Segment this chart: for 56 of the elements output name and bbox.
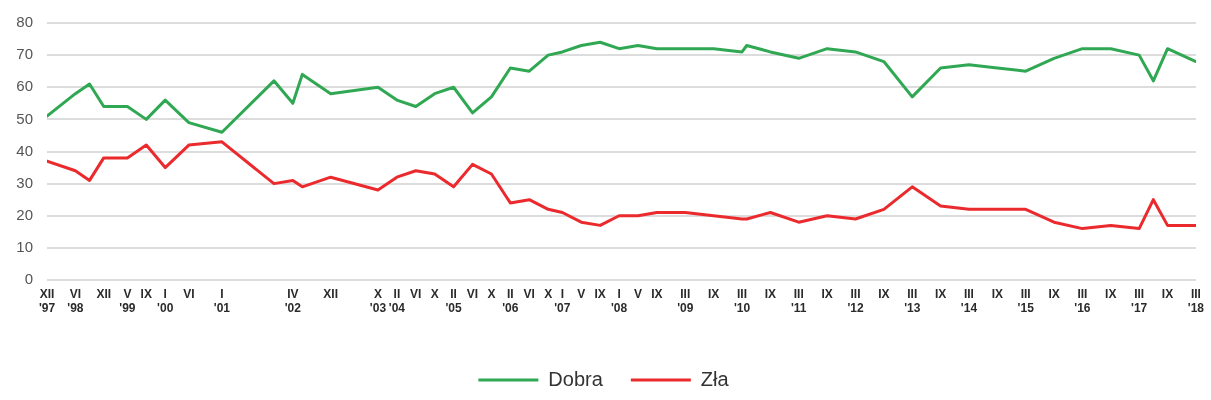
- x-tick-label: IX: [764, 286, 777, 301]
- y-tick-label: 80: [16, 13, 33, 31]
- x-tick-label: VI: [523, 286, 535, 301]
- x-tick-label: II '05: [445, 286, 463, 315]
- x-tick-label: VI: [466, 286, 479, 301]
- x-tick-label: V: [633, 286, 643, 301]
- x-tick-label: IX: [878, 286, 890, 301]
- x-tick-label: IX: [1161, 286, 1174, 301]
- x-tick-label: IX: [821, 286, 833, 301]
- x-tick-label: III '15: [1017, 286, 1035, 315]
- x-tick-label: X: [487, 286, 496, 301]
- x-tick-label: X '03: [369, 286, 387, 315]
- x-tick-label: IX: [991, 286, 1003, 301]
- x-tick-label: IX: [707, 286, 720, 301]
- y-tick-label: 60: [16, 77, 33, 95]
- x-tick-label: VI: [410, 286, 422, 301]
- x-tick-label: III '14: [960, 286, 978, 315]
- x-tick-label: VI '98: [67, 286, 84, 315]
- x-tick-label: IX: [1048, 286, 1060, 301]
- x-tick-label: IX: [1105, 286, 1117, 301]
- x-tick-label: III '18: [1187, 286, 1205, 315]
- x-tick-label: II '04: [388, 286, 406, 315]
- legend-label: Dobra: [548, 367, 604, 390]
- x-tick-label: III '12: [847, 286, 864, 315]
- x-tick-label: I '07: [554, 286, 571, 315]
- x-tick-label: III '10: [733, 286, 751, 315]
- x-tick-label: III '11: [790, 286, 807, 315]
- x-tick-label: III '13: [904, 286, 921, 315]
- legend-label: Zła: [700, 367, 730, 390]
- x-tick-label: II '06: [502, 286, 519, 315]
- x-tick-label: XII: [96, 286, 112, 301]
- x-tick-label: IX: [934, 286, 947, 301]
- x-tick-label: IX: [594, 286, 606, 301]
- x-tick-label: VI: [183, 286, 195, 301]
- x-tick-label: IX: [651, 286, 663, 301]
- x-tick-label: X: [544, 286, 553, 301]
- y-tick-label: 20: [16, 205, 33, 223]
- y-tick-label: 40: [16, 141, 33, 159]
- x-tick-label: III '16: [1074, 286, 1091, 315]
- x-tick-label: III '17: [1131, 286, 1148, 315]
- x-tick-label: X: [430, 286, 439, 301]
- x-tick-label: IV '02: [284, 286, 302, 315]
- y-tick-label: 10: [16, 238, 33, 256]
- x-tick-label: XII '97: [38, 286, 56, 315]
- x-tick-label: V '99: [119, 286, 136, 315]
- y-tick-label: 70: [16, 45, 33, 63]
- x-tick-label: I '00: [157, 286, 174, 315]
- x-tick-label: III '09: [677, 286, 694, 315]
- y-tick-label: 30: [16, 173, 33, 191]
- x-tick-label: I '08: [610, 286, 628, 315]
- y-tick-label: 50: [16, 109, 33, 127]
- x-tick-label: V: [577, 286, 586, 301]
- x-tick-label: XII: [323, 286, 339, 301]
- y-tick-label: 0: [24, 270, 33, 288]
- x-tick-label: I '01: [213, 286, 231, 315]
- x-tick-label: IX: [140, 286, 152, 301]
